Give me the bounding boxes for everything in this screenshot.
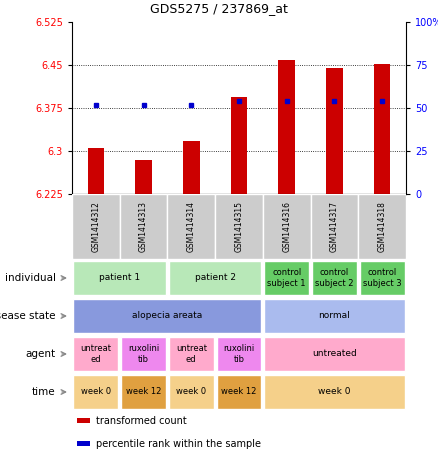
Bar	[326, 68, 343, 194]
Text: GSM1414318: GSM1414318	[378, 201, 387, 252]
Text: agent: agent	[26, 349, 56, 359]
Bar	[169, 375, 214, 409]
Bar	[121, 375, 166, 409]
Bar	[120, 194, 167, 259]
Text: week 0: week 0	[81, 387, 111, 396]
Text: week 0: week 0	[176, 387, 206, 396]
Bar	[74, 299, 261, 333]
Bar	[74, 261, 166, 295]
Text: control
subject 1: control subject 1	[268, 268, 306, 288]
Bar	[312, 261, 357, 295]
Bar	[72, 194, 120, 259]
Text: individual: individual	[5, 273, 56, 283]
Bar	[77, 441, 90, 446]
Text: GSM1414314: GSM1414314	[187, 201, 196, 252]
Text: week 12: week 12	[126, 387, 161, 396]
Text: patient 2: patient 2	[194, 274, 236, 283]
Bar	[215, 194, 263, 259]
Text: ruxolini
tib: ruxolini tib	[128, 344, 159, 364]
Text: untreat
ed: untreat ed	[80, 344, 111, 364]
Text: transformed count: transformed count	[96, 416, 187, 426]
Bar	[169, 261, 261, 295]
Bar	[263, 194, 311, 259]
Text: GSM1414312: GSM1414312	[92, 201, 100, 252]
Bar	[279, 60, 295, 194]
Bar	[183, 141, 200, 194]
Bar	[77, 418, 90, 423]
Bar	[216, 375, 261, 409]
Text: week 12: week 12	[221, 387, 257, 396]
Bar	[264, 337, 405, 371]
Bar	[231, 96, 247, 194]
Bar	[74, 375, 118, 409]
Bar	[216, 337, 261, 371]
Text: untreated: untreated	[312, 350, 357, 358]
Text: percentile rank within the sample: percentile rank within the sample	[96, 439, 261, 448]
Bar	[121, 337, 166, 371]
Text: GSM1414316: GSM1414316	[282, 201, 291, 252]
Bar	[360, 261, 405, 295]
Bar	[374, 64, 391, 194]
Bar	[169, 337, 214, 371]
Text: time: time	[32, 387, 56, 397]
Bar	[311, 194, 358, 259]
Text: disease state: disease state	[0, 311, 56, 321]
Text: ruxolini
tib: ruxolini tib	[223, 344, 254, 364]
Bar	[358, 194, 406, 259]
Text: control
subject 3: control subject 3	[363, 268, 402, 288]
Text: GSM1414317: GSM1414317	[330, 201, 339, 252]
Bar	[264, 261, 309, 295]
Text: week 0: week 0	[318, 387, 351, 396]
Bar	[135, 160, 152, 194]
Text: normal: normal	[318, 312, 350, 321]
Text: GDS5275 / 237869_at: GDS5275 / 237869_at	[150, 2, 288, 15]
Text: GSM1414313: GSM1414313	[139, 201, 148, 252]
Bar	[264, 375, 405, 409]
Bar	[167, 194, 215, 259]
Text: GSM1414315: GSM1414315	[234, 201, 244, 252]
Text: patient 1: patient 1	[99, 274, 140, 283]
Bar	[74, 337, 118, 371]
Bar	[88, 148, 104, 194]
Text: control
subject 2: control subject 2	[315, 268, 353, 288]
Bar	[264, 299, 405, 333]
Text: untreat
ed: untreat ed	[176, 344, 207, 364]
Text: alopecia areata: alopecia areata	[132, 312, 202, 321]
